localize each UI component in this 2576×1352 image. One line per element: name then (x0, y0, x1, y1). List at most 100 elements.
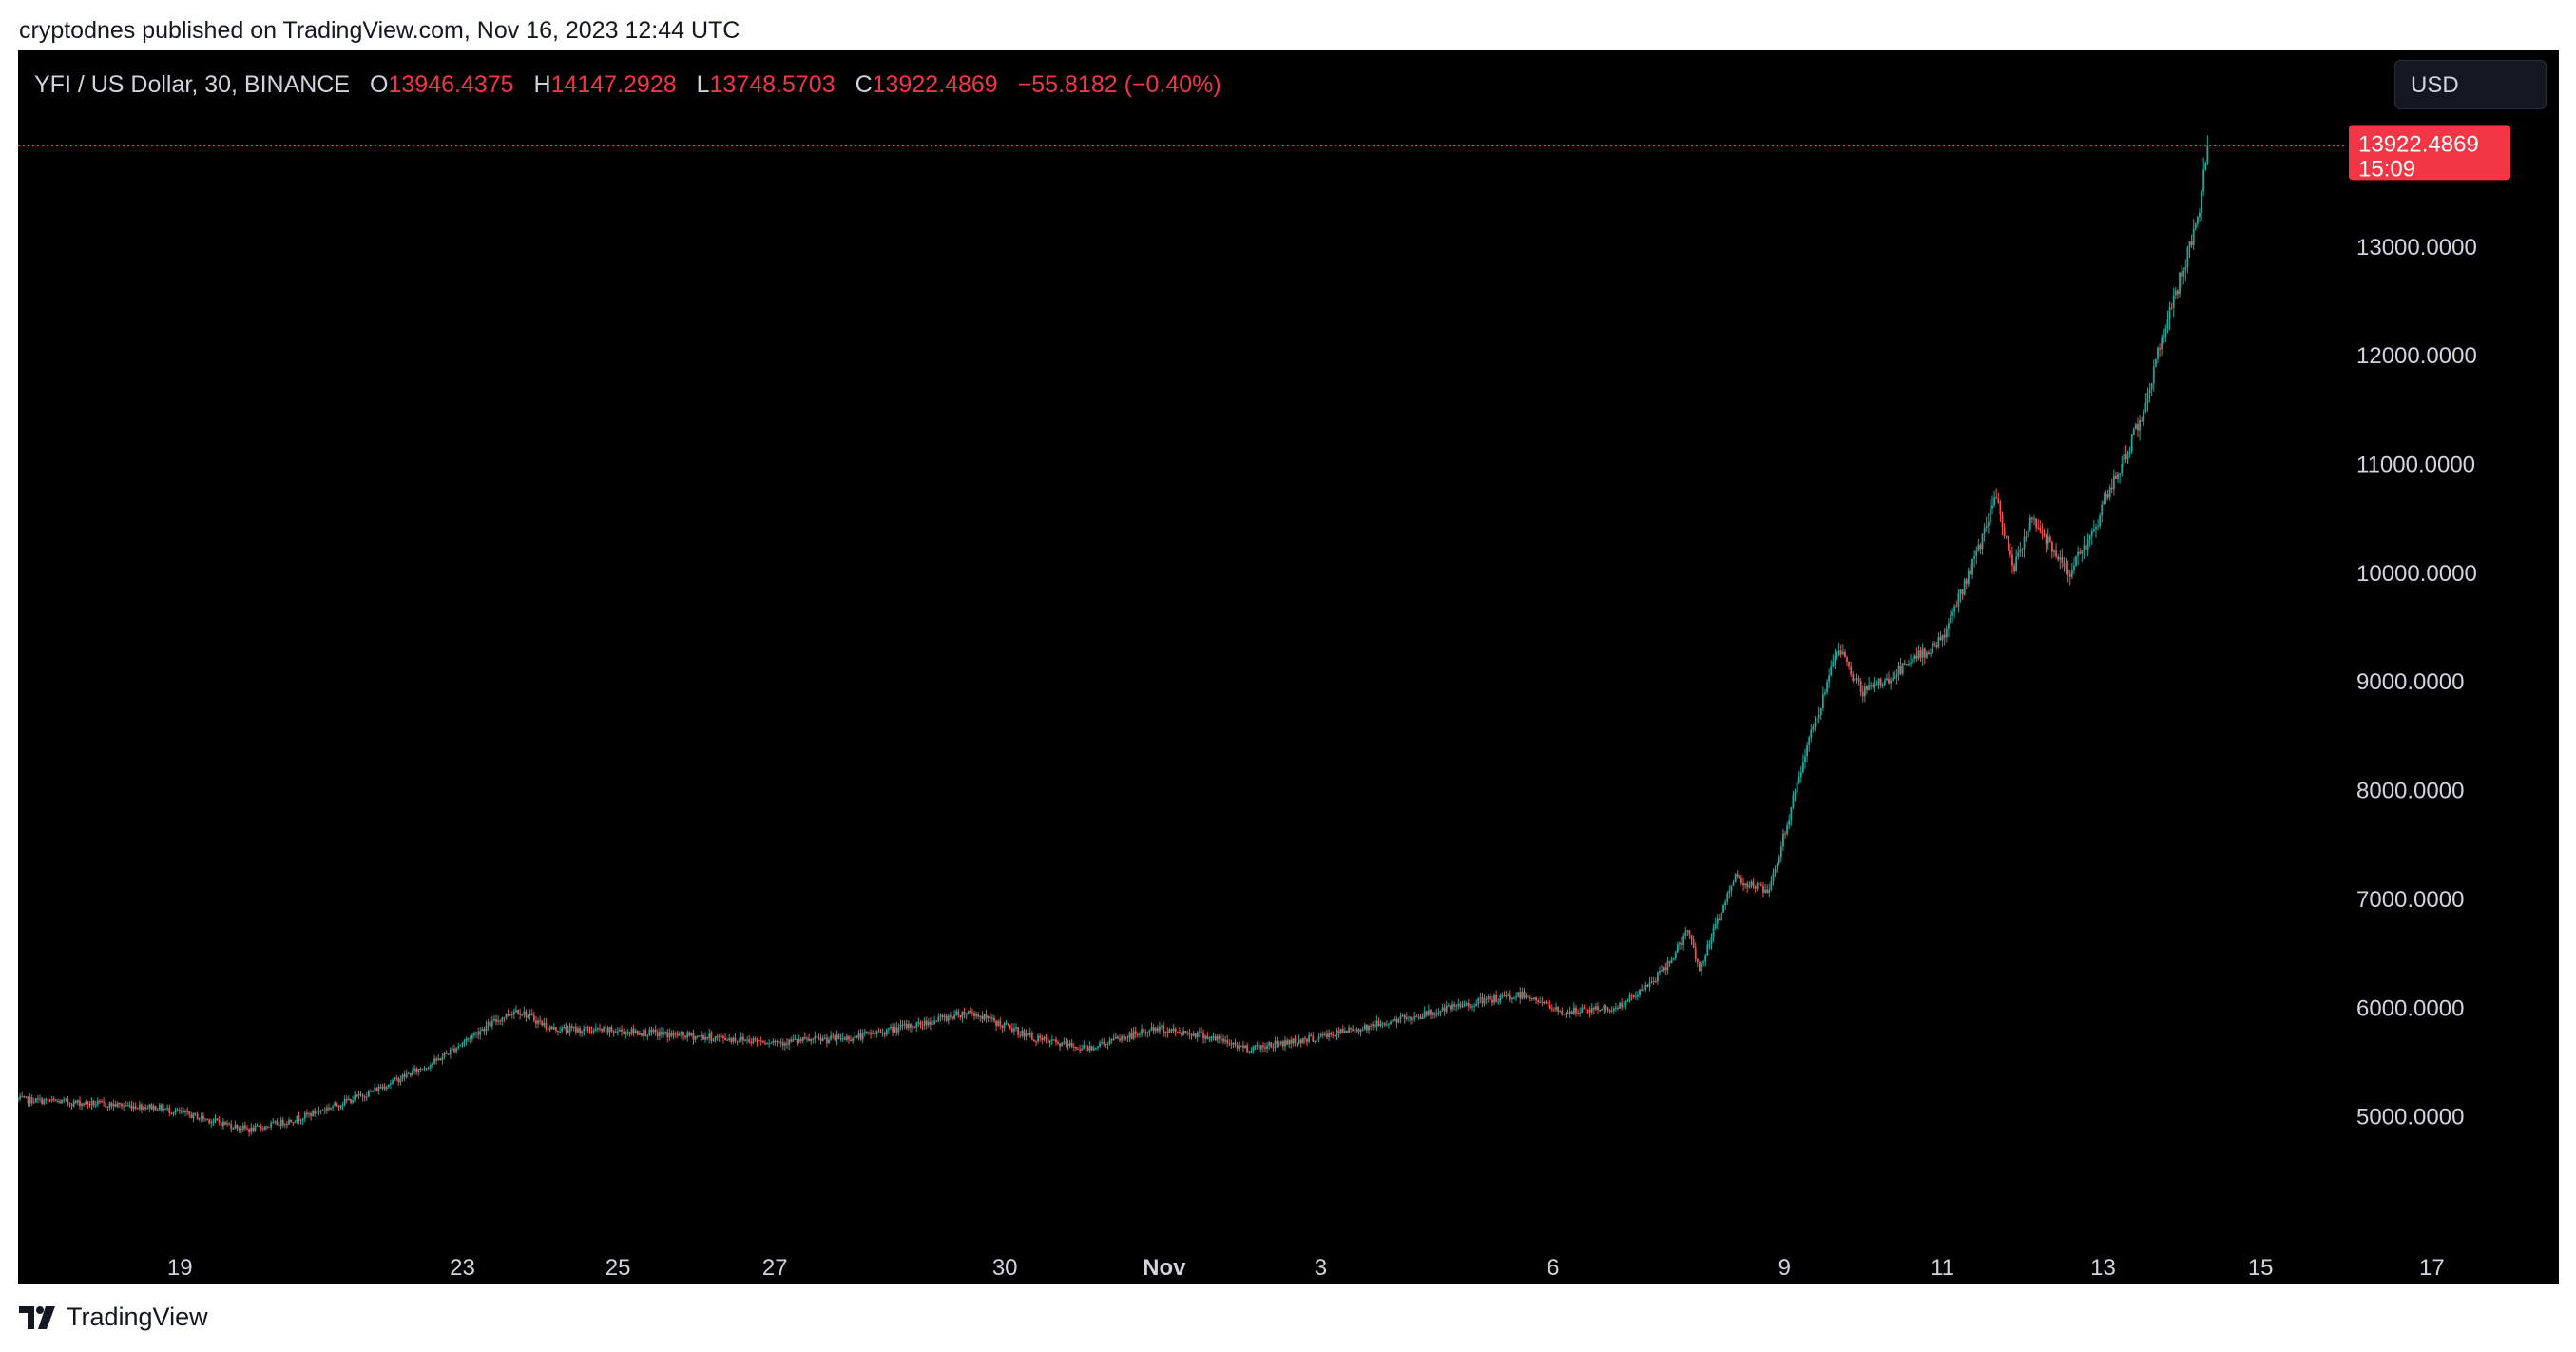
candle-body (1296, 1043, 1298, 1045)
candle-body (1083, 1045, 1086, 1049)
candle-body (345, 1098, 348, 1101)
currency-button[interactable]: USD (2394, 60, 2547, 109)
candle-body (1959, 589, 1962, 594)
candle-body (885, 1029, 888, 1035)
candle-body (874, 1033, 876, 1035)
chart-panel[interactable]: 5000.0000 6000.0000 7000.0000 8000.0000 9000… (18, 50, 2559, 1284)
candle-body (1252, 1046, 1255, 1052)
candle-body (374, 1088, 376, 1091)
candle-body (1971, 558, 1973, 575)
candle-body (427, 1067, 430, 1069)
candle-body (1736, 874, 1739, 877)
candle-body (987, 1015, 990, 1019)
candle-body (2017, 552, 2020, 557)
candlestick-chart[interactable]: 5000.0000 6000.0000 7000.0000 8000.0000 9000… (18, 50, 2559, 1284)
candle-body (843, 1037, 846, 1040)
candle-body (1628, 995, 1631, 1001)
candle-body (601, 1029, 603, 1032)
candle-body (1030, 1033, 1033, 1040)
candle-body (385, 1087, 388, 1090)
candle-body (736, 1040, 739, 1042)
candle-body (708, 1033, 711, 1039)
candle-body (37, 1098, 39, 1100)
candle-body (67, 1099, 69, 1104)
candle-body (1481, 997, 1484, 1004)
candle-body (1612, 1008, 1615, 1011)
candle-body (1681, 942, 1682, 946)
candle-body (903, 1023, 906, 1025)
candle-body (1336, 1030, 1338, 1036)
x-tick-label: 19 (167, 1255, 193, 1281)
candle-body (1621, 1002, 1624, 1008)
candle-body (258, 1125, 260, 1127)
candle-body (1908, 663, 1910, 665)
legend-low-value: 13748.5703 (709, 71, 836, 98)
candle-body (612, 1031, 615, 1033)
candle-body (2117, 474, 2119, 479)
candle-body (949, 1015, 952, 1017)
candle-body (1895, 674, 1898, 678)
x-tick-label: 11 (1931, 1255, 1954, 1281)
candle-body (770, 1042, 773, 1044)
candle-body (183, 1111, 184, 1112)
candle-body (1643, 989, 1645, 991)
candle-body (412, 1071, 413, 1076)
candle-body (352, 1100, 355, 1103)
candle-body (1377, 1020, 1380, 1026)
candle-body (515, 1010, 517, 1013)
candle-body (1467, 1002, 1470, 1007)
candle-body (826, 1037, 828, 1043)
candle-body (630, 1028, 633, 1034)
legend-symbol[interactable]: YFI / US Dollar, 30, BINANCE (34, 71, 351, 98)
candle-body (2009, 550, 2011, 555)
candle-body (43, 1099, 46, 1105)
candle-body (1043, 1036, 1046, 1041)
candle-body (2048, 536, 2051, 543)
candle-body (1521, 991, 1524, 999)
candle-body (663, 1033, 664, 1035)
candle-body (1721, 912, 1722, 921)
candle-body (1879, 678, 1882, 686)
candle-body (375, 1088, 378, 1091)
candle-body (2143, 411, 2145, 421)
candle-body (1750, 881, 1753, 886)
tradingview-logo[interactable]: TradingView (19, 1303, 208, 1332)
candle-body (975, 1014, 978, 1016)
candle-body (461, 1043, 464, 1045)
candle-body (1832, 662, 1835, 667)
candle-body (863, 1032, 866, 1033)
candle-body (1696, 958, 1699, 963)
candle-body (561, 1027, 564, 1032)
candle-body (272, 1122, 275, 1124)
candle-body (1903, 663, 1906, 665)
candle-body (764, 1042, 766, 1044)
candle-body (1933, 643, 1936, 645)
candle-body (186, 1111, 189, 1112)
candle-body (1332, 1034, 1335, 1036)
candle-body (158, 1104, 161, 1111)
candle-body (803, 1036, 806, 1039)
candle-body (852, 1038, 855, 1042)
x-tick-label: 25 (606, 1255, 631, 1281)
candle-body (2199, 212, 2201, 218)
candle-body (532, 1014, 535, 1021)
candle-body (87, 1101, 89, 1105)
candle-body (819, 1037, 822, 1042)
candle-body (850, 1039, 852, 1042)
candle-body (72, 1100, 75, 1107)
candle-body (525, 1011, 528, 1018)
candle-body (59, 1101, 61, 1104)
candle-body (2170, 307, 2173, 309)
candle-body (1310, 1034, 1313, 1036)
candle-body (1079, 1049, 1081, 1051)
candle-body (1077, 1048, 1079, 1050)
candle-body (1163, 1026, 1165, 1034)
candle-body (1088, 1046, 1091, 1051)
candle-body (383, 1086, 386, 1090)
candle-body (1734, 874, 1737, 883)
candle-body (823, 1037, 826, 1039)
candle-body (945, 1015, 948, 1021)
candle-body (1139, 1033, 1141, 1035)
candle-body (2045, 535, 2047, 544)
candle-body (178, 1110, 181, 1112)
